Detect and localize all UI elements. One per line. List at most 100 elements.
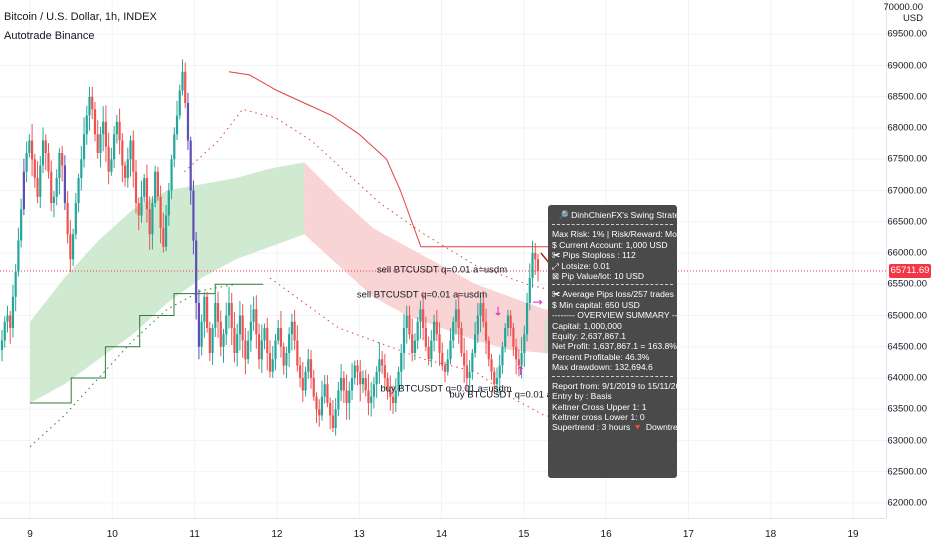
candle-body [471,353,474,372]
candle-body [33,159,36,178]
candle-body [408,315,411,335]
candle-body [372,384,376,397]
candle-body [520,353,523,366]
candle-body [192,190,195,241]
panel-line: Net Profit: 1,637,867.1 = 163.8% [552,341,677,352]
candle-body [356,365,359,372]
candle-body [115,121,118,135]
candle-body [457,309,460,328]
candle-body [465,365,468,378]
indicator-name[interactable]: Autotrade Binance [4,30,95,42]
candle-body [430,340,433,360]
candle-body [184,71,187,103]
candle-body [320,396,324,416]
candle-body [446,359,449,372]
panel-line: Max drawdown: 132,694.6 [552,362,653,373]
candle-body [77,178,80,203]
candle-body [36,178,39,197]
candle-body [216,303,220,322]
candle-body [474,334,477,353]
candle-body [282,346,285,366]
candle-body [419,309,422,322]
candle-body [383,365,386,378]
candle-body [69,234,72,260]
candle-body [241,315,244,341]
candle-body [233,328,236,353]
panel-line: $ Current Account: 1,000 USD [552,239,668,250]
candle-body [304,371,307,391]
candle-body [296,340,299,366]
candle-body [515,346,518,360]
panel-line: Max Risk: 1% | Risk/Reward: Move Stop [552,229,677,240]
panel-line: $ Min capital: 650 USD [552,299,640,310]
candle-body [386,378,389,391]
panel-divider [552,375,673,378]
time-axis[interactable]: 9 10 11 12 13 14 15 16 17 18 19 [0,518,886,551]
panel-line: Capital: 1,000,000 [552,320,622,331]
candle-body [334,409,337,428]
candle-body [378,359,381,372]
candle-body [523,334,526,353]
candle-body [22,171,25,210]
candle-body [121,140,124,166]
candle-body [454,309,458,322]
candle-body [397,371,400,391]
time-tick-label: 16 [600,529,612,540]
candle-body [25,153,28,172]
candle-body [331,415,334,428]
time-tick-label: 11 [189,529,200,540]
candle-body [30,140,34,160]
candle-body [132,140,135,172]
candle-body [345,390,348,403]
buy-marker-icon: ↑ [515,364,525,378]
candle-body [227,303,231,316]
candle-body [504,328,507,347]
price-tick-label: 62500.00 [887,466,927,478]
candle-body [159,196,162,228]
candle-body [501,346,504,366]
price-chart[interactable]: ↓→→↑↑ [0,0,886,518]
candle-body [531,253,534,278]
candle-body [498,365,501,378]
candle-body [175,115,179,135]
keltner-cloud-bearish [304,162,620,360]
candle-body [249,321,252,341]
candle-body [85,115,88,135]
candle-body [413,340,417,353]
candle-body [361,378,365,385]
candle-body [353,365,356,378]
price-axis[interactable]: 70000.00 USD 69500.00 69000.00 68500.00 680… [883,0,932,518]
candle-body [230,303,233,328]
candle-body [20,209,23,241]
candle-body [214,303,217,328]
candle-body [238,315,242,335]
candle-body [148,209,151,235]
candle-body [6,315,9,322]
candle-body [400,353,403,372]
candle-body [74,203,77,235]
candle-body [452,321,455,341]
panel-line: Percent Profitable: 46.3% [552,351,650,362]
candle-body [279,328,283,347]
candle-body [326,384,329,403]
candle-body [178,90,181,116]
candle-body [277,328,280,341]
candle-body [411,334,414,353]
price-tick-label: 67500.00 [887,153,927,165]
price-tick-label: 65000.00 [887,310,927,321]
candle-body [0,340,4,350]
candle-body [315,396,318,410]
strategy-summary-panel: 🔎 DinhChienFX's Swing Strategy Max Risk:… [548,205,677,478]
candle-body [263,328,266,341]
price-tick-label: 66000.00 [887,247,927,259]
time-tick-label: 17 [682,529,694,540]
candle-body [162,228,165,247]
candle-body [99,134,102,153]
candle-body [39,165,42,197]
candle-body [290,321,293,335]
candle-body [391,396,395,403]
trailing-support-line [30,283,264,404]
candle-body [123,165,127,178]
candle-body [63,165,66,203]
current-price-tag: 65711.69 [889,264,931,279]
